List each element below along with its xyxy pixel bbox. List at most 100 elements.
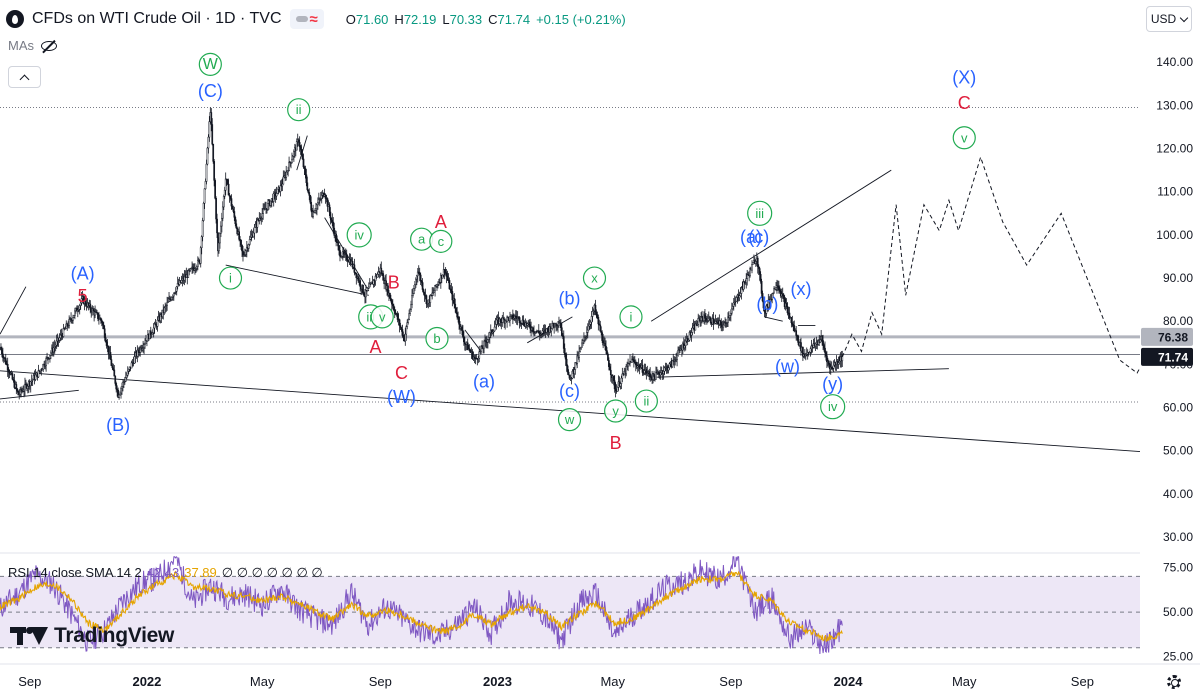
price-bar-384 [368,278,371,288]
price-bar-body [27,386,29,389]
price-bar-body [302,158,305,168]
price-bar-body [229,195,232,199]
wave-label-22: w [557,408,582,432]
price-bar-507 [487,338,489,349]
price-bar-467 [448,277,451,290]
price-bar-369 [354,272,357,275]
ohlc-high: H72.19 [394,11,437,27]
price-bar-body [609,366,611,371]
price-bar-212 [203,188,206,209]
price-bar-213 [204,178,207,190]
wave-label-circle [557,408,582,432]
price-bar-422 [405,325,408,341]
wave-label-30: (b) [756,294,778,314]
currency-button[interactable]: USD [1146,6,1192,32]
price-bar-826 [793,320,796,333]
price-bar-body [529,324,531,329]
price-bar-548 [526,323,529,330]
wave-label-35: (X) [952,67,976,87]
wave-label-7: iv [346,222,372,248]
price-bar-body [608,360,610,367]
price-bar-body [49,355,51,359]
symbol-title[interactable]: CFDs on WTI Crude Oil · 1D · TVC [32,10,282,27]
price-bar-body [363,292,365,296]
tradingview-logo-icon [10,625,48,647]
price-bar-body [222,196,225,208]
price-bar-body [199,247,202,264]
eye-off-icon[interactable] [40,39,58,53]
price-bar-body [297,139,300,143]
price-bar-body [589,321,592,325]
price-bar-75 [72,314,74,324]
price-bar-body [293,150,295,157]
price-axis[interactable]: 30.0040.0050.0060.0070.0080.0090.00100.0… [1140,0,1200,698]
price-tick-9: 120.00 [1156,142,1193,156]
price-bar-581 [558,316,560,328]
price-bar-body [102,324,105,329]
price-bar-body [233,211,236,218]
price-bar-730 [701,310,703,324]
price-bar-47 [45,356,47,372]
price-bar-body [390,298,392,301]
price-bar-584 [560,322,563,337]
price-bar-body [73,315,75,318]
time-tick-7: 2024 [834,674,864,689]
price-bar-body [398,319,401,326]
price-bar-body [301,154,304,160]
price-bar-body [643,370,646,374]
price-bar-body [406,322,409,327]
price-bar-body [111,365,114,369]
price-bar-body [601,332,604,341]
price-bar-body [353,264,356,273]
price-bar-body [2,353,4,358]
price-bar-237 [227,178,230,196]
collapse-legend-button[interactable] [8,66,41,88]
price-bar-428 [411,289,413,309]
price-bar-body [824,347,826,353]
price-bar-447 [429,294,432,307]
price-bar-793 [761,290,764,303]
price-bar-body [329,211,332,219]
wave-label-text: (a) [740,227,762,247]
wave-label-text: A [370,337,382,357]
data-status-pill[interactable]: ≈ [289,9,324,29]
price-bar-body [756,257,759,268]
price-bar-80 [76,305,79,318]
price-bar-body [778,289,781,292]
price-bar-483 [463,336,466,351]
price-bar-651 [625,363,628,377]
settings-button[interactable] [1164,672,1184,692]
price-bar-276 [265,201,267,214]
price-bar-114 [109,346,112,360]
time-tick-9: Sep [1071,674,1094,689]
rsi-label[interactable]: RSI 14 close SMA 14 2 [8,565,142,580]
price-bar-560 [537,324,540,334]
wave-label-6: ii [287,98,311,122]
price-bar-body [425,295,428,305]
price-bar-821 [788,306,791,320]
price-bar-body [218,242,220,252]
price-bar-body [450,288,453,292]
oil-drop-icon[interactable] [6,10,24,28]
price-bar-body [345,253,348,261]
time-axis[interactable]: Sep 2022 May Sep 2023 May Sep 2024 May Sep [0,663,1200,689]
price-bar-body [537,330,540,334]
price-bar-body [579,348,581,352]
price-bar-body [320,195,323,199]
price-bar-383 [367,282,370,290]
price-bar-777 [746,269,749,286]
price-bar-423 [406,319,409,330]
price-bar-516 [495,315,498,330]
price-bar-791 [759,271,762,284]
projection-line [841,155,1143,374]
price-bar-body [137,349,140,353]
wave-label-text: C [958,93,971,113]
tradingview-logo[interactable]: TradingView [10,624,174,648]
price-bar-body [729,314,731,319]
wave-label-circle [346,222,372,248]
price-bar-body [582,340,584,344]
mas-label[interactable]: MAs [8,38,34,53]
price-bar-body [201,220,204,237]
price-label-1: 71.74 [1141,347,1193,366]
